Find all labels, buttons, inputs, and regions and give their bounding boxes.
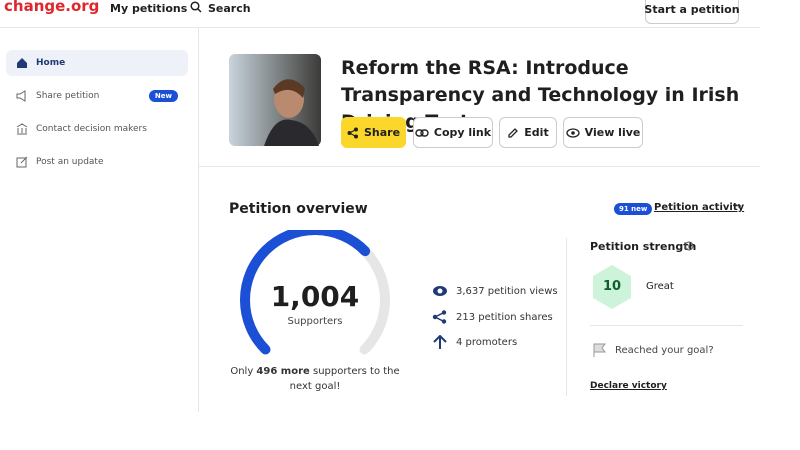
search-icon (190, 1, 202, 13)
nav-link[interactable]: My petitions (110, 2, 188, 15)
button-label: View live (584, 126, 641, 139)
nav-link[interactable]: Search (208, 2, 251, 15)
edit-button[interactable]: Edit (499, 117, 557, 148)
activity-link[interactable]: Petition activity (654, 202, 745, 213)
button-label: Start a petition (644, 2, 740, 16)
text: Only (230, 366, 254, 377)
goal-question: Reached your goal? (615, 345, 714, 356)
divider (590, 325, 743, 326)
start-petition-button[interactable]: Start a petition (644, 0, 740, 24)
icon (16, 90, 26, 102)
text: more (280, 366, 310, 377)
icon (433, 335, 447, 349)
divider (566, 238, 567, 396)
gauge-progress (240, 230, 371, 355)
sidebar (0, 28, 199, 412)
icon (347, 127, 358, 138)
stat: 4 promoters (432, 335, 517, 349)
section-title: Petition overview (229, 201, 368, 217)
sidebar-item[interactable]: Home (6, 50, 188, 76)
icon (16, 123, 28, 135)
stat: 213 petition shares (432, 310, 553, 324)
share-button[interactable]: Share (341, 117, 406, 148)
strength-score: 10 (602, 279, 622, 294)
bold-text: 496 more (256, 366, 309, 377)
icon (508, 127, 519, 138)
sidebar-item[interactable]: Share petition New (6, 83, 188, 109)
supporters-gauge (240, 230, 390, 355)
button-label: Copy link (433, 126, 492, 139)
petition-image (229, 54, 321, 146)
flag-icon (593, 343, 606, 357)
label: 4 promoters (456, 336, 518, 348)
sidebar-item[interactable]: Contact decision makers (6, 116, 188, 142)
supporters-count: 1,004 (270, 280, 360, 313)
sidebar-item[interactable]: Post an update (6, 149, 188, 175)
icon (565, 127, 580, 138)
logo[interactable]: change.org (4, 0, 100, 15)
icon (415, 128, 429, 137)
icon (433, 286, 447, 296)
copy-link-button[interactable]: Copy link (413, 117, 493, 148)
supporters-label: Supporters (287, 316, 343, 327)
badge: New (148, 90, 178, 102)
icon (17, 58, 27, 68)
label: Contact decision makers (36, 124, 147, 134)
info-icon (684, 241, 694, 251)
text: supporters to the next goal! (289, 366, 400, 392)
label: Share petition (36, 91, 100, 101)
goal-text: Only 496 more supporters to the next goa… (230, 364, 400, 394)
icon (16, 156, 28, 168)
declare-victory-link[interactable]: Declare victory (590, 381, 667, 391)
strength-rating: Great (646, 281, 674, 292)
activity-badge: 91 new (614, 203, 653, 215)
icon (432, 310, 447, 324)
label: Post an update (36, 157, 104, 167)
strength-title: Petition strength (590, 240, 697, 253)
label: 213 petition shares (456, 311, 553, 323)
arrow: → (733, 201, 742, 212)
button-label: Share (363, 126, 401, 139)
label: 3,637 petition views (456, 285, 558, 297)
strength-badge (593, 265, 631, 309)
number: 496 (256, 366, 278, 377)
label: Home (36, 58, 66, 68)
button-label: Edit (524, 126, 549, 139)
stat: 3,637 petition views (432, 285, 558, 297)
view-live-button[interactable]: View live (563, 117, 643, 148)
header (0, 0, 760, 28)
divider (199, 166, 760, 167)
